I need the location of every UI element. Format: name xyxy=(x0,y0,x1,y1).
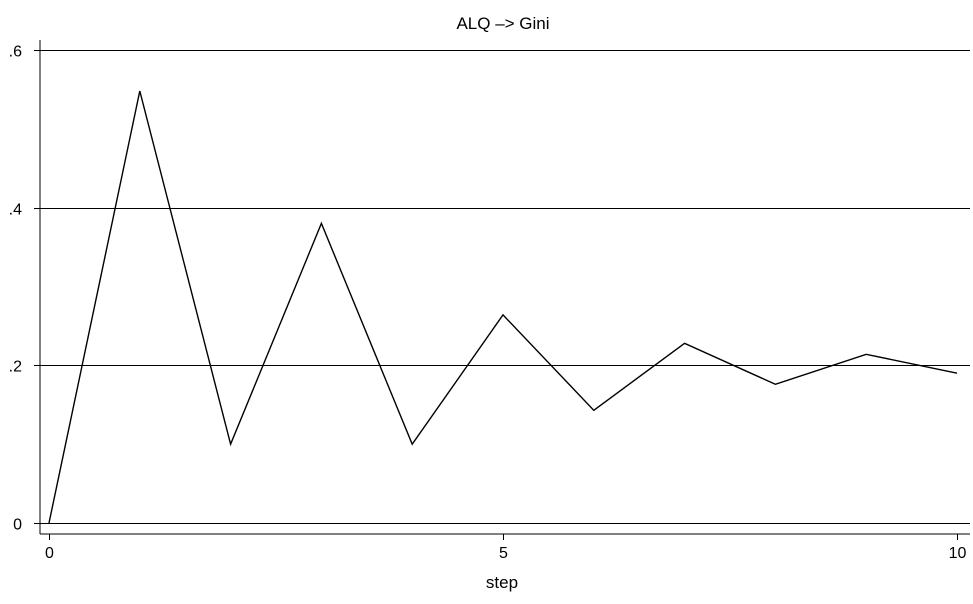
axes xyxy=(39,40,970,535)
y-tick-label: 0 xyxy=(13,517,22,534)
x-tick-label: 10 xyxy=(949,545,967,562)
series-line xyxy=(48,90,958,524)
x-axis-ticks: 0 5 10 xyxy=(45,534,967,562)
y-axis-ticks: 0 .2 .4 .6 xyxy=(9,44,40,534)
y-tick-label: .4 xyxy=(9,202,22,219)
x-tick-label: 5 xyxy=(499,545,508,562)
x-axis-label: step xyxy=(486,573,518,592)
y-tick-label: .2 xyxy=(9,359,22,376)
x-tick-label: 0 xyxy=(45,545,54,562)
y-tick-label: .6 xyxy=(9,44,22,61)
chart-title: ALQ –> Gini xyxy=(456,14,549,33)
gridlines xyxy=(40,50,970,524)
series xyxy=(48,90,958,524)
